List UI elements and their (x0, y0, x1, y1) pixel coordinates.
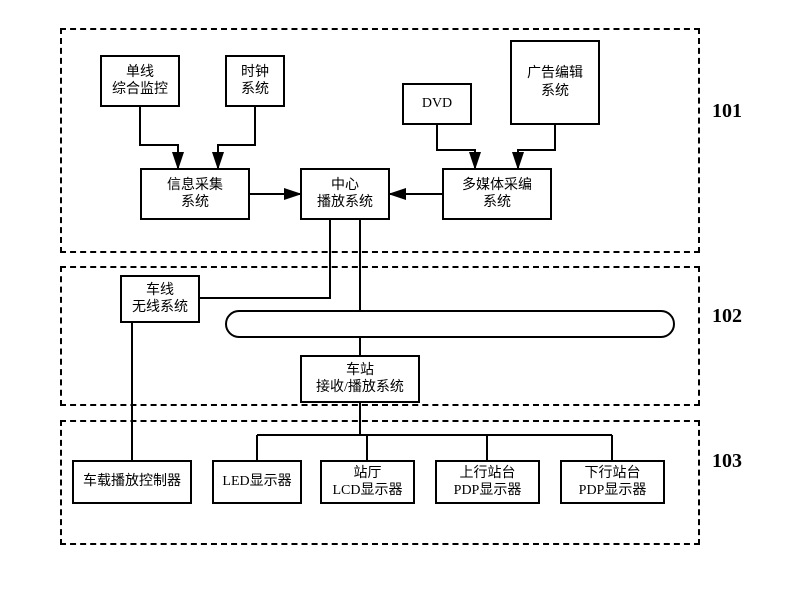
box-dvd: DVD (402, 83, 472, 125)
box-carplay: 车载播放控制器 (72, 460, 192, 504)
box-lcd: 站厅LCD显示器 (320, 460, 415, 504)
diagram-canvas: 101 102 103 单线综合监控 (0, 0, 800, 590)
box-wireless: 车线无线系统 (120, 275, 200, 323)
box-monitor: 单线综合监控 (100, 55, 180, 107)
box-pdp-up: 上行站台PDP显示器 (435, 460, 540, 504)
box-collect: 信息采集系统 (140, 168, 250, 220)
box-clock: 时钟系统 (225, 55, 285, 107)
label-103: 103 (712, 450, 742, 473)
network-bus (225, 310, 675, 338)
label-102: 102 (712, 305, 742, 328)
box-center: 中心播放系统 (300, 168, 390, 220)
box-pdp-down: 下行站台PDP显示器 (560, 460, 665, 504)
box-led: LED显示器 (212, 460, 302, 504)
box-station: 车站接收/播放系统 (300, 355, 420, 403)
box-adedit: 广告编辑系统 (510, 40, 600, 125)
label-101: 101 (712, 100, 742, 123)
box-multimedia: 多媒体采编系统 (442, 168, 552, 220)
